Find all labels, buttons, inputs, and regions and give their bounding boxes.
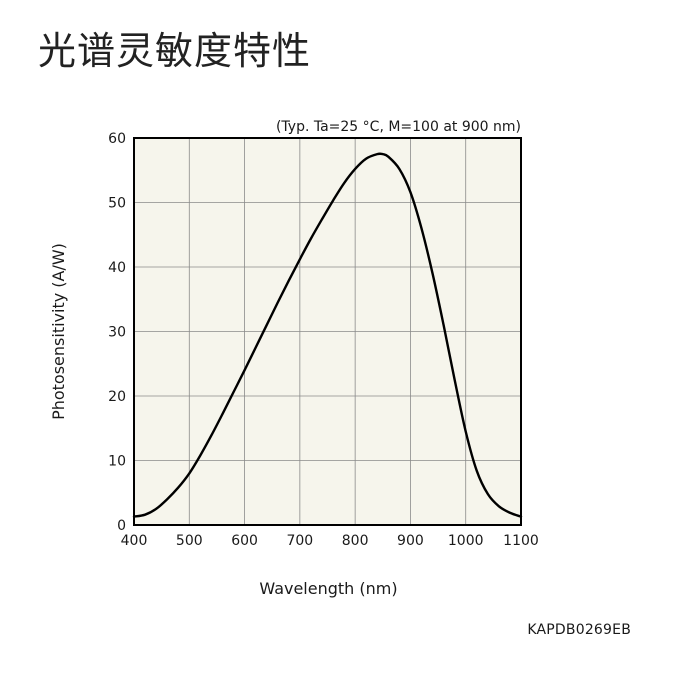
y-axis-label: Photosensitivity (A/W) bbox=[49, 243, 68, 420]
page-title: 光谱灵敏度特性 bbox=[38, 29, 312, 73]
condition-annotation: (Typ. Ta=25 °C, M=100 at 900 nm) bbox=[276, 119, 521, 135]
y-tick-label-50: 50 bbox=[108, 196, 126, 212]
series-line-photosensitivity bbox=[132, 152, 523, 518]
y-tick-label-20: 20 bbox=[108, 389, 126, 405]
y-tick-label-30: 30 bbox=[108, 325, 126, 341]
figure-code: KAPDB0269EB bbox=[527, 622, 631, 638]
x-tick-label-500: 500 bbox=[176, 533, 203, 549]
x-tick-label-900: 900 bbox=[397, 533, 424, 549]
x-axis-label: Wavelength (nm) bbox=[259, 579, 397, 598]
y-tick-label-40: 40 bbox=[108, 260, 126, 276]
y-tick-label-0: 0 bbox=[117, 518, 126, 534]
x-tick-label-800: 800 bbox=[342, 533, 369, 549]
x-tick-label-600: 600 bbox=[231, 533, 258, 549]
x-tick-label-1000: 1000 bbox=[448, 533, 484, 549]
y-tick-label-60: 60 bbox=[108, 131, 126, 147]
x-tick-label-400: 400 bbox=[121, 533, 148, 549]
grid bbox=[134, 138, 521, 525]
x-tick-label-1100: 1100 bbox=[503, 533, 539, 549]
x-axis-ticks: 400 500 600 700 800 900 1000 1100 bbox=[121, 533, 539, 549]
y-axis-ticks: 0 10 20 30 40 50 60 bbox=[108, 131, 126, 534]
plot-frame bbox=[133, 137, 522, 526]
x-tick-label-700: 700 bbox=[286, 533, 313, 549]
y-tick-label-10: 10 bbox=[108, 454, 126, 470]
